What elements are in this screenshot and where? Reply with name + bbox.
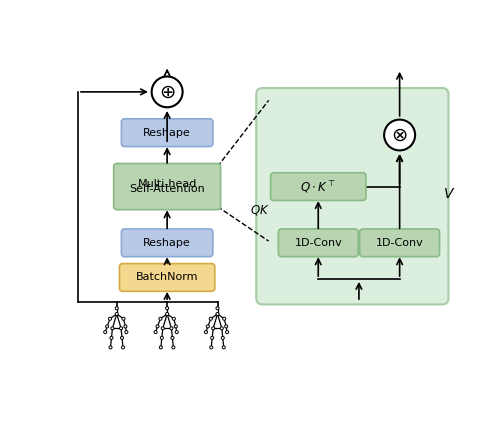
FancyBboxPatch shape <box>278 229 358 257</box>
Circle shape <box>106 325 108 328</box>
Circle shape <box>115 312 118 315</box>
Circle shape <box>224 325 228 328</box>
Text: $QK$: $QK$ <box>250 203 270 217</box>
Circle shape <box>110 337 113 340</box>
Text: $Q \cdot K^\top$: $Q \cdot K^\top$ <box>300 178 337 195</box>
FancyBboxPatch shape <box>122 119 213 146</box>
Circle shape <box>160 346 162 349</box>
Circle shape <box>216 307 219 310</box>
FancyBboxPatch shape <box>122 229 213 257</box>
Circle shape <box>210 337 214 340</box>
Circle shape <box>172 346 175 349</box>
FancyBboxPatch shape <box>256 88 448 305</box>
Circle shape <box>171 337 174 340</box>
Text: $V$: $V$ <box>442 187 455 201</box>
Text: 1D-Conv: 1D-Conv <box>294 238 342 248</box>
Circle shape <box>111 327 114 330</box>
Circle shape <box>166 312 168 315</box>
Circle shape <box>109 346 112 349</box>
Circle shape <box>108 317 112 320</box>
Circle shape <box>222 346 226 349</box>
Text: Self-Attention: Self-Attention <box>129 184 205 194</box>
Circle shape <box>154 330 157 334</box>
Circle shape <box>206 325 210 328</box>
Circle shape <box>162 327 164 330</box>
Text: Multi-head: Multi-head <box>138 179 197 189</box>
Circle shape <box>209 317 212 320</box>
Circle shape <box>152 76 182 107</box>
Text: BatchNorm: BatchNorm <box>136 273 198 283</box>
Circle shape <box>159 317 162 320</box>
Circle shape <box>216 312 219 315</box>
Circle shape <box>122 346 124 349</box>
Circle shape <box>104 330 107 334</box>
FancyBboxPatch shape <box>120 264 215 291</box>
Circle shape <box>120 327 122 330</box>
Circle shape <box>384 120 415 150</box>
Circle shape <box>175 330 178 334</box>
Circle shape <box>122 317 125 320</box>
Text: Reshape: Reshape <box>144 128 191 138</box>
Circle shape <box>120 337 124 340</box>
FancyBboxPatch shape <box>270 173 366 200</box>
Text: Reshape: Reshape <box>144 238 191 248</box>
Circle shape <box>160 337 164 340</box>
Circle shape <box>221 337 224 340</box>
FancyBboxPatch shape <box>114 163 220 210</box>
Circle shape <box>220 327 224 330</box>
Circle shape <box>170 327 173 330</box>
Circle shape <box>166 307 168 310</box>
Circle shape <box>124 325 127 328</box>
Text: $\otimes$: $\otimes$ <box>392 126 408 144</box>
Circle shape <box>210 346 213 349</box>
Circle shape <box>172 317 176 320</box>
Text: 1D-Conv: 1D-Conv <box>376 238 424 248</box>
Circle shape <box>174 325 178 328</box>
Circle shape <box>226 330 228 334</box>
Circle shape <box>115 307 118 310</box>
Text: $\oplus$: $\oplus$ <box>159 83 176 102</box>
FancyBboxPatch shape <box>360 229 440 257</box>
Circle shape <box>222 317 226 320</box>
Circle shape <box>204 330 208 334</box>
Circle shape <box>125 330 128 334</box>
Circle shape <box>156 325 159 328</box>
Circle shape <box>212 327 214 330</box>
